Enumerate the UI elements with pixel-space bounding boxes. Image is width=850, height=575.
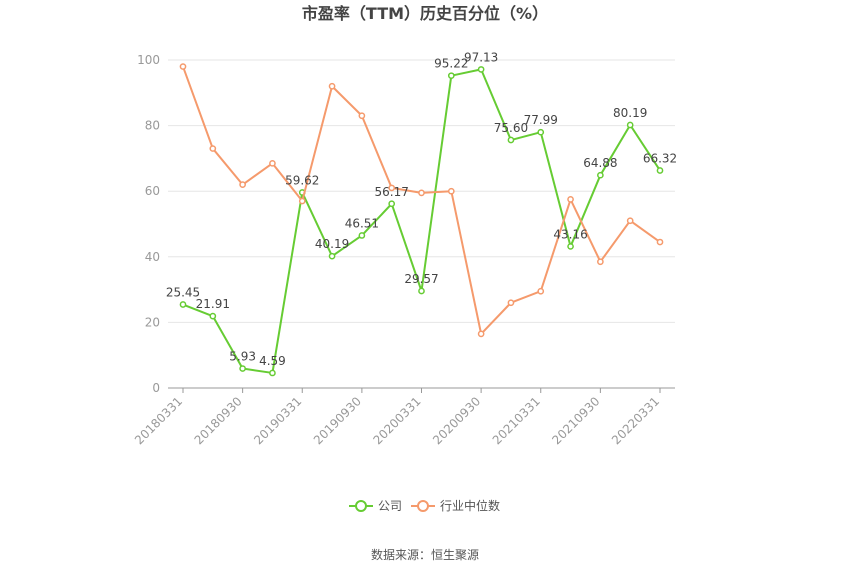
company-series-point <box>179 301 187 308</box>
y-tick-label: 60 <box>145 184 160 198</box>
legend-marker-icon <box>417 500 429 512</box>
company-series-point <box>656 167 664 174</box>
industry-median-series-point <box>418 189 425 197</box>
industry-median-series-point <box>209 145 217 152</box>
company-data-label: 97.13 <box>464 50 498 64</box>
axes: 0 20 40 60 80 100 20180331 20180930 20190331 2019… <box>132 53 675 447</box>
company-series-point <box>537 128 545 136</box>
company-data-label: 21.91 <box>196 297 230 311</box>
company-series-line <box>182 68 661 374</box>
company-data-label: 40.19 <box>315 237 349 251</box>
legend-item-industry-median[interactable]: 行业中位数 <box>411 498 500 513</box>
industry-median-series-point <box>298 197 306 205</box>
legend-marker-icon <box>355 500 367 512</box>
x-tick-label: 20220331 <box>609 394 662 447</box>
x-tick-label: 20210331 <box>490 394 543 447</box>
company-data-label: 77.99 <box>524 113 558 127</box>
y-tick-label: 0 <box>152 381 160 395</box>
legend-label: 公司 <box>378 499 402 513</box>
company-data-label: 43.16 <box>553 227 587 241</box>
company-series-point <box>507 136 515 144</box>
x-tick-label: 20200331 <box>371 394 424 447</box>
legend-label: 行业中位数 <box>440 498 500 513</box>
industry-median-series-point <box>447 187 455 195</box>
company-data-label: 80.19 <box>613 106 647 120</box>
company-series-point <box>328 252 336 260</box>
company-series-point <box>597 171 604 179</box>
industry-median-series-point <box>537 287 545 295</box>
industry-median-series-point <box>239 181 246 188</box>
chart-title: 市盈率（TTM）历史百分位（%） <box>302 4 548 23</box>
series-lines <box>179 63 664 377</box>
y-tick-label: 80 <box>145 119 160 133</box>
industry-median-series-point <box>179 63 187 70</box>
company-data-label: 95.22 <box>434 57 468 71</box>
industry-median-series-point <box>656 238 664 246</box>
x-tick-label: 20180331 <box>132 394 185 447</box>
x-tick-label: 20210930 <box>549 394 602 447</box>
company-series-point <box>358 232 366 239</box>
industry-median-series-point <box>477 330 485 338</box>
x-tick-label: 20190930 <box>311 394 364 447</box>
y-tick-label: 100 <box>137 53 160 67</box>
data-source-note: 数据来源：恒生聚源 <box>371 547 479 562</box>
company-series-point <box>447 72 455 80</box>
industry-median-series-point <box>328 82 336 90</box>
company-series-point <box>567 243 574 250</box>
company-series-point <box>388 200 396 208</box>
x-tick-label: 20180930 <box>192 394 245 447</box>
company-data-label: 56.17 <box>375 185 409 199</box>
company-data-label: 25.45 <box>166 286 200 300</box>
legend-item-company[interactable]: 公司 <box>349 499 402 513</box>
legend[interactable]: 公司 行业中位数 <box>349 498 500 513</box>
industry-median-series-point <box>269 159 276 167</box>
company-data-label: 46.51 <box>345 216 379 230</box>
company-series-point <box>239 365 246 372</box>
company-series-point <box>626 121 634 129</box>
y-tick-label: 40 <box>145 250 160 264</box>
industry-median-series-point <box>507 299 515 307</box>
industry-median-series-point <box>567 196 574 203</box>
industry-median-series-point <box>388 184 396 192</box>
company-data-label: 64.88 <box>583 156 617 170</box>
industry-median-series-point <box>358 112 366 120</box>
company-data-label: 29.57 <box>404 272 438 286</box>
company-series-point <box>269 369 276 377</box>
company-data-label: 75.60 <box>494 121 528 135</box>
industry-median-series-point <box>597 258 604 266</box>
company-data-label: 66.32 <box>643 151 677 165</box>
company-series-point <box>477 66 485 73</box>
x-tick-label: 20190331 <box>251 394 304 447</box>
company-data-label: 4.59 <box>259 354 286 368</box>
company-data-label: 59.62 <box>285 173 319 187</box>
company-data-label: 5.93 <box>229 350 256 364</box>
company-series-point <box>418 287 425 295</box>
y-tick-label: 20 <box>145 315 160 329</box>
x-tick-label: 20200930 <box>430 394 483 447</box>
company-series-point <box>209 312 217 320</box>
industry-median-series-point <box>626 217 634 225</box>
